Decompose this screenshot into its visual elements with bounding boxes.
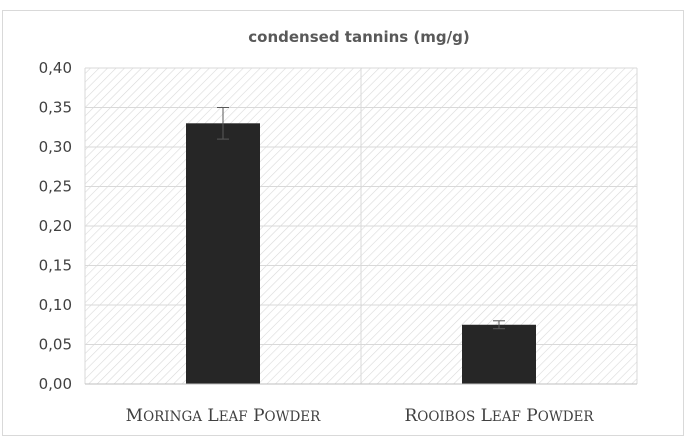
y-tick-label: 0,25 [39,178,72,196]
y-tick-label: 0,20 [39,217,72,235]
labels: 0,00 0,05 0,10 0,15 0,20 0,25 0,30 0,35 0,40 MORI… [39,59,595,426]
x-category-label: MORINGA LEAF POWDER [126,406,321,426]
y-tick-label: 0,15 [39,257,72,275]
bar-chart: condensed tannins (mg/g) 0,00 0,05 0,10 0,1… [39,28,638,426]
y-tick-label: 0,10 [39,296,72,314]
x-category-label: ROOIBOS LEAF POWDER [404,406,594,426]
y-tick-label: 0,05 [39,336,72,354]
bar [186,123,260,385]
y-tick-label: 0,30 [39,138,72,156]
bar [462,324,536,384]
chart-title: condensed tannins (mg/g) [248,28,469,46]
y-tick-label: 0,35 [39,99,72,117]
y-tick-label: 0,40 [39,59,72,77]
gridlines [84,67,638,384]
y-tick-label: 0,00 [39,375,72,393]
chart-frame: condensed tannins (mg/g) 0,00 0,05 0,10 0,1… [2,10,684,436]
bars [186,107,536,385]
